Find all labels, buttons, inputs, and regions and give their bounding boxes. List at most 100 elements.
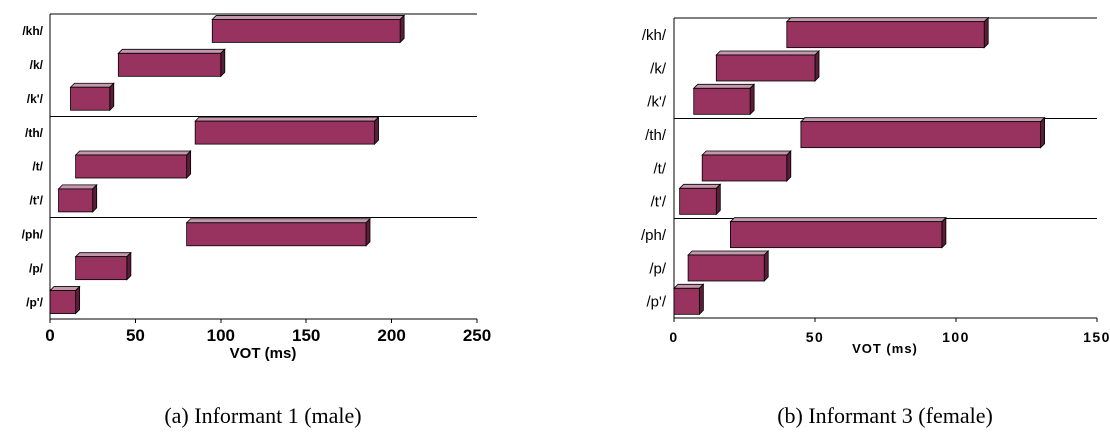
x-ticks: 0 50 100 150 <box>669 318 1110 345</box>
bar-side-face <box>75 285 81 315</box>
bar-7 <box>729 216 947 249</box>
category-label: /p/ <box>649 260 667 277</box>
bar-front-face <box>687 254 765 282</box>
bar-top-face <box>799 117 1046 123</box>
bar-top-face <box>678 183 722 189</box>
category-label: /th/ <box>645 127 667 144</box>
bar-front-face <box>800 121 1042 149</box>
chart-informant-3: 0 50 100 150 /kh//k//k'//th//t//t'//ph//p//… <box>641 16 1110 428</box>
bar-1 <box>785 16 990 49</box>
bar-top-face <box>74 252 132 258</box>
bar-4 <box>799 116 1046 149</box>
category-label: /k'/ <box>27 92 44 106</box>
x-tick-label: 50 <box>806 329 825 345</box>
bar-side-face <box>126 251 132 281</box>
category-labels: /kh/ /k/ /k'/ /th/ /t/ /t'/ /ph/ /p/ /p'/ <box>641 27 667 311</box>
bar-side-face <box>399 14 405 44</box>
bar-front-face <box>701 154 788 182</box>
bar-3 <box>692 83 756 116</box>
x-tick-label: 250 <box>463 326 491 345</box>
bar-top-face <box>692 83 756 89</box>
x-tick-label: 200 <box>377 326 405 345</box>
bar-side-face <box>715 183 721 216</box>
bar-6 <box>57 183 98 213</box>
category-label: /kh/ <box>642 27 667 44</box>
bar-side-face <box>1040 116 1045 149</box>
bar-side-face <box>814 50 820 82</box>
bar-front-face <box>730 221 943 249</box>
bar-front-face <box>49 290 77 314</box>
bar-5 <box>74 150 192 179</box>
x-ticks: 0 50 100 150 200 250 <box>45 319 491 345</box>
category-label: /t/ <box>653 160 666 177</box>
bar-top-face <box>69 82 115 88</box>
bar-front-face <box>194 120 375 145</box>
x-tick-label: 150 <box>292 326 320 345</box>
category-label: /k'/ <box>647 94 667 111</box>
bar-4 <box>194 116 380 146</box>
bar-front-face <box>186 222 367 247</box>
bar-side-face <box>92 183 98 213</box>
x-tick-label: 150 <box>1083 329 1110 345</box>
bar-9 <box>673 283 705 316</box>
bar-side-face <box>109 82 115 112</box>
bar-side-face <box>186 150 192 179</box>
bar-side-face <box>698 283 704 316</box>
bar-side-face <box>941 216 947 249</box>
bar-7 <box>185 217 371 247</box>
bar-side-face <box>365 217 371 247</box>
bar-6 <box>678 183 722 216</box>
x-tick-label: 50 <box>126 326 145 345</box>
bar-front-face <box>70 86 111 111</box>
bar-side-face <box>749 83 755 116</box>
bar-side-face <box>220 48 226 78</box>
bar-front-face <box>786 21 985 49</box>
bar-2 <box>117 48 226 78</box>
bar-top-face <box>49 286 81 291</box>
bar-top-face <box>57 184 98 190</box>
bar-top-face <box>185 218 371 224</box>
bar-top-face <box>715 50 820 56</box>
bars <box>49 14 406 315</box>
category-label: /ph/ <box>22 227 44 241</box>
category-label: /k/ <box>650 60 667 77</box>
bar-front-face <box>693 87 751 115</box>
bar-top-face <box>673 283 705 289</box>
bar-5 <box>701 150 792 182</box>
category-label: /p'/ <box>646 294 666 311</box>
bar-front-face <box>117 52 222 77</box>
bar-side-face <box>983 16 989 49</box>
bar-front-face <box>75 154 188 179</box>
bar-top-face <box>701 150 792 156</box>
bar-front-face <box>679 187 717 215</box>
category-label: /th/ <box>25 126 44 140</box>
x-axis-title: VOT (ms) <box>230 345 297 362</box>
category-label: /p'/ <box>26 295 44 309</box>
category-label: /kh/ <box>22 24 43 38</box>
x-tick-label: 0 <box>45 326 54 345</box>
category-labels: /kh/ /k/ /k'/ /th/ /t/ /t'/ /ph/ /p/ /p'/ <box>22 24 44 309</box>
bar-side-face <box>763 250 769 282</box>
bar-3 <box>69 82 115 112</box>
bar-top-face <box>194 116 380 122</box>
bar-front-face <box>58 188 94 213</box>
x-tick-label: 100 <box>207 326 235 345</box>
bar-top-face <box>117 48 226 54</box>
bar-top-face <box>74 150 192 156</box>
bar-8 <box>74 251 132 281</box>
caption: (b) Informant 3 (female) <box>777 403 993 428</box>
bars <box>673 16 1046 316</box>
category-label: /ph/ <box>641 227 667 244</box>
x-tick-label: 0 <box>669 329 678 345</box>
bar-top-face <box>729 217 947 223</box>
bar-front-face <box>211 19 401 43</box>
bar-1 <box>211 14 406 44</box>
category-label: /t'/ <box>651 194 667 211</box>
chart-informant-1: 0 50 100 150 200 250 /kh/ /k/ /k'/ /th/ /t/ /t'/ /p… <box>22 13 491 428</box>
caption: (a) Informant 1 (male) <box>164 403 361 428</box>
bar-8 <box>687 250 770 282</box>
bar-front-face <box>75 256 128 281</box>
bar-top-face <box>687 250 770 256</box>
x-axis-title: VOT (ms) <box>852 341 918 356</box>
